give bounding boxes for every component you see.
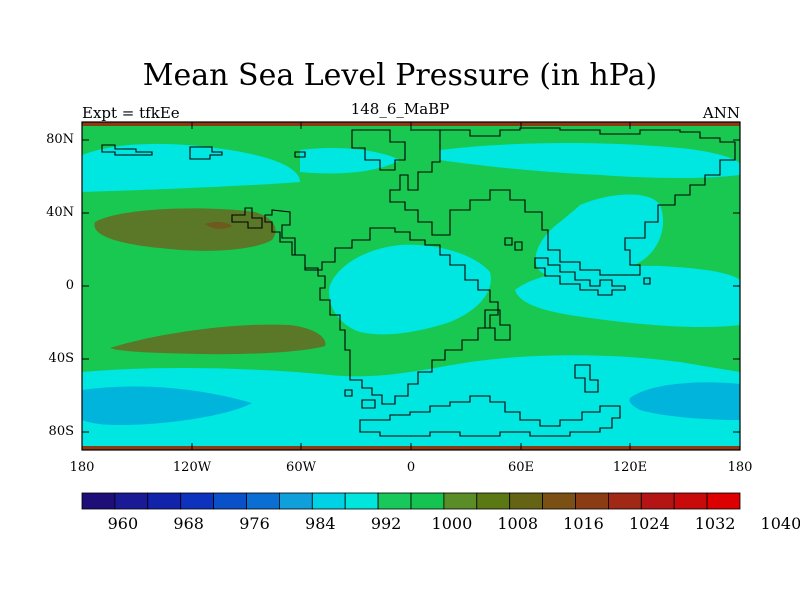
colorbar-swatch: [311, 492, 346, 510]
colorbar-swatch: [542, 492, 576, 510]
colorbar-swatch: [640, 492, 675, 510]
colorbar-label: 976: [239, 514, 270, 533]
colorbar-label: 1024: [628, 514, 670, 533]
lon-label-60e: 60E: [507, 460, 535, 475]
axis-ticks: [82, 122, 740, 450]
asia-low: [535, 194, 664, 279]
colorbar-swatch: [147, 492, 182, 510]
colorbar-label: 984: [305, 514, 336, 533]
colorbar-swatch: [476, 492, 511, 510]
coastlines: [101, 127, 736, 437]
north-atlantic-low: [300, 148, 400, 174]
africa-low: [329, 244, 491, 335]
colorbar-swatch: [509, 492, 544, 510]
lon-label-120e: 120E: [612, 460, 648, 475]
southern-ocean-deep-low-west: [82, 386, 252, 425]
colorbar-label: 1032: [694, 514, 736, 533]
colorbar-swatch: [673, 492, 708, 510]
colorbar-swatch: [575, 492, 609, 510]
colorbar-swatch: [246, 492, 280, 510]
lon-label-60w: 60W: [286, 460, 316, 475]
time-label: 148_6_MaBP: [350, 100, 450, 118]
lon-label-180w: 180: [69, 460, 95, 475]
colorbar-swatch: [278, 492, 313, 510]
colorbar-label: 1016: [563, 514, 604, 533]
lat-label-40n: 40N: [46, 205, 74, 220]
lon-label-180e: 180: [727, 460, 753, 475]
lon-label-0: 0: [406, 460, 416, 475]
colorbar-label: 1040: [760, 514, 800, 533]
lat-label-0: 0: [65, 278, 74, 293]
colorbar-swatch: [114, 492, 149, 510]
pacific-east-low: [515, 265, 740, 328]
season-label: ANN: [702, 104, 740, 122]
colorbar-label: 1008: [497, 514, 539, 533]
colorbar-swatch: [608, 492, 642, 510]
colorbar-swatch: [81, 492, 116, 510]
colorbar-swatch: [377, 492, 412, 510]
experiment-label: Expt = tfkEe: [82, 104, 180, 122]
map-panel: [81, 121, 741, 451]
chart-title: Mean Sea Level Pressure (in hPa): [142, 58, 658, 93]
colorbar-swatch: [213, 492, 247, 510]
colorbar-swatch: [344, 492, 379, 510]
southern-ocean-deep-low-east: [629, 382, 740, 420]
south-pacific-high: [110, 324, 326, 355]
colorbar-label: 960: [107, 514, 139, 533]
arctic-low-region: [82, 143, 300, 192]
colorbar-label: 1000: [431, 514, 473, 533]
north-pacific-high: [94, 208, 276, 251]
colorbar-label: 992: [370, 514, 402, 533]
north-pacific-high-core: [205, 221, 232, 229]
lon-label-120w: 120W: [172, 460, 212, 475]
lat-label-40s: 40S: [48, 351, 74, 366]
north-siberia-low: [440, 143, 740, 179]
colorbar-label: 968: [173, 514, 204, 533]
colorbar-swatch: [443, 492, 478, 510]
lat-label-80n: 80N: [46, 132, 74, 147]
colorbar-swatch: [706, 492, 741, 510]
colorbar-swatch: [180, 492, 214, 510]
colorbar-swatch: [410, 492, 445, 510]
colorbar: [81, 492, 741, 510]
lat-label-80s: 80S: [48, 424, 74, 439]
